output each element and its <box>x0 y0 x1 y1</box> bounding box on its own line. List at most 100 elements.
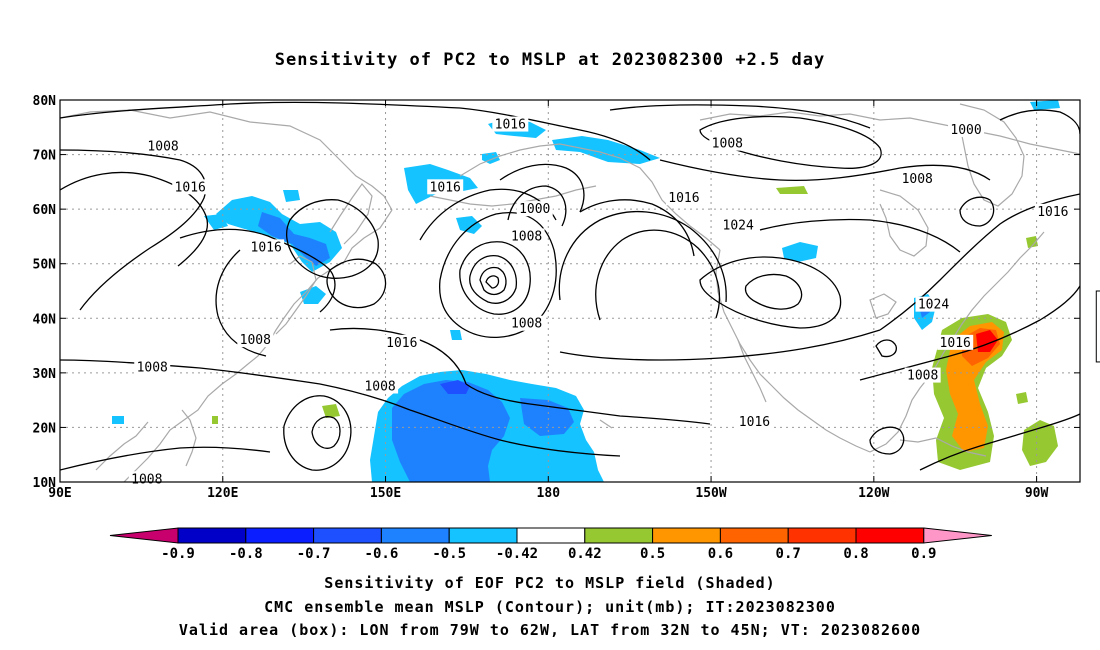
contour-label: 1008 <box>147 139 178 154</box>
asia-blob-6 <box>552 136 660 164</box>
contour-label-bg <box>492 116 529 132</box>
plot-title: Sensitivity of PC2 to MSLP at 2023082300… <box>274 50 826 70</box>
contour-label: 1008 <box>511 317 542 332</box>
contour-line <box>311 416 341 449</box>
contour-line <box>869 426 905 455</box>
colorbar-box <box>652 527 721 544</box>
contour-label-bg <box>145 138 182 154</box>
x-tick-label: 150W <box>695 486 726 501</box>
contour-label-bg <box>937 334 974 350</box>
asia-blob-4 <box>456 216 482 234</box>
colorbar-box <box>855 527 925 544</box>
asia-blob-10 <box>283 190 300 202</box>
coast-philippines <box>181 409 197 467</box>
caption-line-2: CMC ensemble mean MSLP (Contour); unit(m… <box>264 598 836 616</box>
green-blob-2 <box>1022 420 1058 466</box>
green-blob-5 <box>1026 236 1038 248</box>
contour-line <box>859 285 1080 381</box>
contour-label: 1008 <box>712 137 743 152</box>
contour-line <box>744 273 803 310</box>
contour-line <box>659 159 991 182</box>
colorbar-min-triangle <box>109 527 179 544</box>
contour-label: 1008 <box>137 360 168 375</box>
contour-line <box>60 149 207 311</box>
contour-label: 1016 <box>940 336 971 351</box>
contour-label: 1016 <box>251 240 282 255</box>
contour-line <box>485 275 500 289</box>
contour-line <box>999 109 1080 135</box>
contour-label: 1000 <box>519 202 550 217</box>
y-tick-label: 20N <box>33 421 57 436</box>
colorbar-label: 0.42 <box>568 546 602 562</box>
contour-label-bg <box>904 367 941 383</box>
colorbar-box <box>313 527 382 544</box>
contour-line <box>609 104 871 129</box>
colorbar-label: -0.9 <box>161 546 195 562</box>
contour-label: 1008 <box>131 472 162 487</box>
contour-label-bg <box>899 171 936 187</box>
contour-line <box>438 212 557 338</box>
contour-line <box>875 339 897 358</box>
contour-line <box>559 329 881 361</box>
contour-label-bg <box>709 135 746 151</box>
contour-line <box>409 409 621 457</box>
coast-greenland <box>959 103 1025 207</box>
contour-line <box>558 210 727 303</box>
asia-blob-8 <box>450 330 462 340</box>
coast-kamchatka <box>329 183 373 245</box>
y-tick-label: 10N <box>33 476 57 491</box>
coast-na-west <box>715 249 871 453</box>
colorbar-box <box>448 527 518 544</box>
contour-label-bg <box>915 296 952 312</box>
contour-label-bg <box>720 217 757 233</box>
asia-blob-1-core <box>258 212 330 266</box>
colorbar-label: -0.8 <box>229 546 263 562</box>
contour-label-bg <box>134 359 171 375</box>
contour-line <box>579 199 695 257</box>
coast-aleutians <box>429 185 597 207</box>
valid-area-box <box>1095 290 1100 363</box>
asia-blob-9 <box>204 214 228 230</box>
grid-lines <box>60 100 1080 482</box>
contour-label-bg <box>516 201 553 217</box>
contour-line <box>60 101 461 119</box>
colorbar-label: 0.7 <box>776 546 801 562</box>
colorbar-label: -0.5 <box>432 546 466 562</box>
colorbar-label: -0.6 <box>365 546 399 562</box>
green-blob-7 <box>212 416 218 424</box>
contour-line <box>479 266 507 296</box>
colorbar-label: 0.8 <box>843 546 868 562</box>
colorbar-box <box>787 527 857 544</box>
colorbar-max-triangle <box>923 527 992 544</box>
colorbar-box <box>516 527 586 544</box>
sensitivity-shading <box>112 100 1060 482</box>
na-blob-1 <box>782 242 818 262</box>
caption-line-3: Valid area (box): LON from 79W to 62W, L… <box>178 621 922 639</box>
contour-label: 1016 <box>668 191 699 206</box>
colorbar-box <box>380 527 450 544</box>
contour-label-bg <box>248 239 285 255</box>
map-frame <box>59 99 1081 483</box>
contour-label: 1008 <box>240 333 271 348</box>
contour-label: 1008 <box>907 369 938 384</box>
contour-line <box>919 413 1080 471</box>
coast-baja <box>737 339 767 403</box>
contour-line <box>699 256 842 329</box>
y-tick-label: 50N <box>33 258 57 273</box>
contour-label-bg <box>427 179 464 195</box>
contour-line <box>283 395 352 471</box>
coast-hudson <box>879 189 929 257</box>
contour-label-bg <box>508 315 545 331</box>
contour-line <box>759 218 961 253</box>
x-tick-label: 120W <box>858 486 889 501</box>
map-axes: 90E 120E 150E 180 150W 120W 90W 10N 20N 30N 40N 50N… <box>33 94 1080 501</box>
x-tick-label: 120E <box>207 486 238 501</box>
contour-label-bg <box>948 122 985 138</box>
y-tick-label: 40N <box>33 312 57 327</box>
contour-label: 1016 <box>175 180 206 195</box>
contour-line <box>959 196 995 227</box>
negative-sensitivity-core <box>392 380 510 482</box>
contour-line <box>179 228 336 313</box>
coast-japan <box>275 255 317 335</box>
